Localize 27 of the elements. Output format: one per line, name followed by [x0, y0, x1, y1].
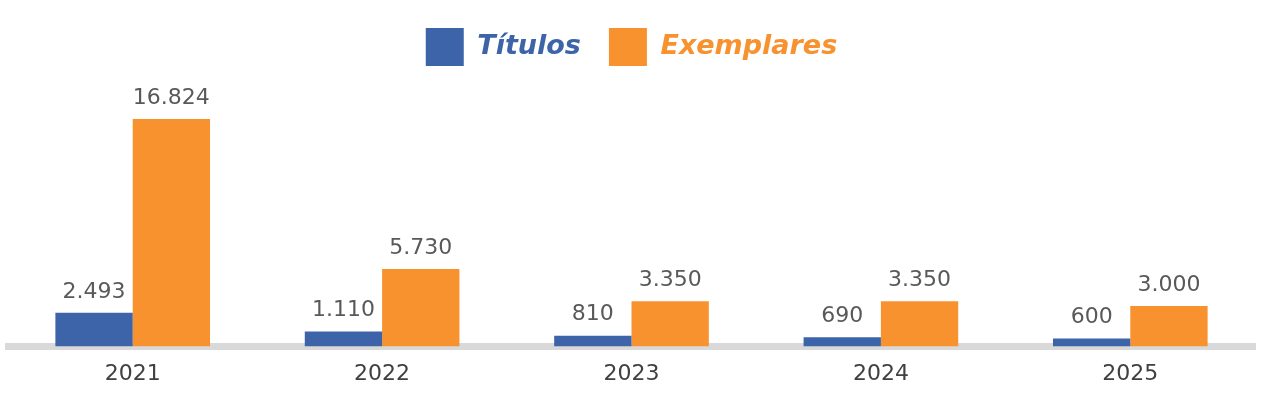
data-label: 3.350 — [888, 265, 952, 291]
data-label: 16.824 — [132, 83, 210, 109]
data-label: 2.493 — [62, 277, 126, 303]
bar — [1052, 338, 1131, 347]
legend-label: Exemplares — [660, 29, 838, 61]
bar — [1130, 306, 1208, 347]
data-label: 600 — [1070, 303, 1113, 329]
data-label: 5.730 — [389, 233, 453, 259]
legend-label: Títulos — [477, 29, 581, 61]
data-label: 3.000 — [1137, 270, 1201, 296]
bar — [554, 335, 632, 347]
data-label: 690 — [821, 301, 864, 327]
x-tick-label: 2024 — [852, 359, 909, 385]
bar — [304, 331, 383, 347]
bar — [803, 337, 881, 347]
x-tick-label: 2022 — [354, 359, 411, 385]
bar — [631, 301, 709, 347]
x-tick-label: 2021 — [104, 359, 161, 385]
bar — [55, 312, 133, 347]
x-tick-label: 2025 — [1102, 359, 1159, 385]
data-label: 3.350 — [638, 265, 702, 291]
x-tick-label: 2023 — [603, 359, 660, 385]
data-label: 810 — [571, 300, 614, 326]
bar — [880, 301, 959, 347]
bar — [132, 118, 211, 347]
data-label: 1.110 — [311, 296, 375, 322]
bar — [382, 269, 460, 347]
